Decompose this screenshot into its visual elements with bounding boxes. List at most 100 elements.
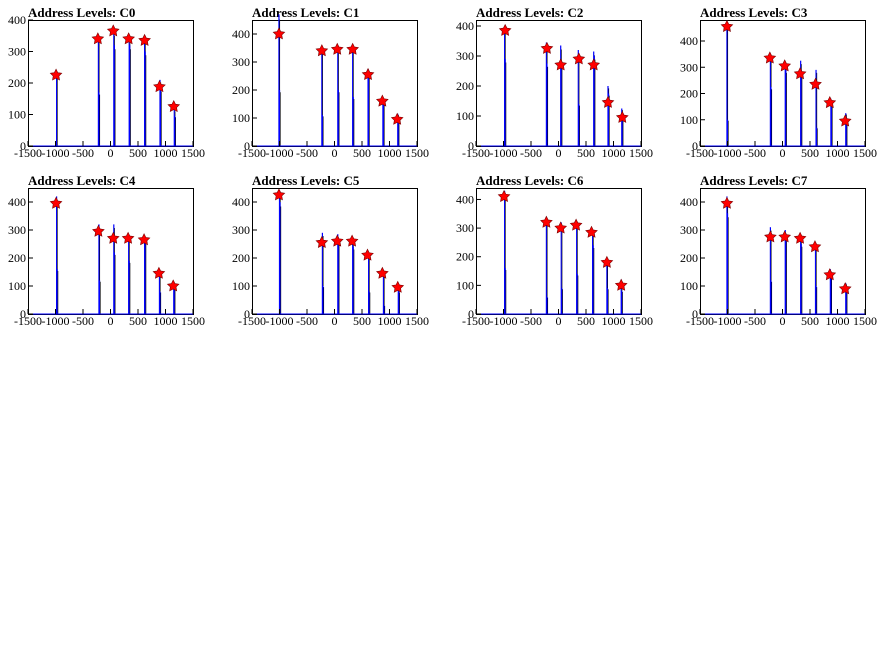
y-tick-label: 300 bbox=[456, 49, 474, 63]
x-tick-label: 500 bbox=[577, 146, 595, 160]
x-tick-label: -1000 bbox=[490, 146, 518, 160]
peak-marker bbox=[272, 27, 286, 40]
peak-marker bbox=[361, 67, 375, 80]
y-tick-label: 300 bbox=[680, 60, 698, 74]
x-tick-label: 0 bbox=[780, 146, 786, 160]
peak-marker bbox=[838, 282, 852, 295]
x-tick-label: 1000 bbox=[154, 314, 178, 328]
chart-panel-5: Address Levels: C5-1500 -1000 -500 0 500 1000… bbox=[232, 173, 429, 328]
y-tick-label: 100 bbox=[680, 279, 698, 293]
peak-marker bbox=[375, 266, 389, 279]
y-tick-label: 0 bbox=[244, 307, 250, 321]
y-tick-label: 200 bbox=[680, 87, 698, 101]
x-tick-label: 0 bbox=[108, 146, 114, 160]
peak-marker bbox=[272, 188, 286, 201]
x-tick-label: -1000 bbox=[42, 314, 70, 328]
x-tick-label: -1000 bbox=[266, 314, 294, 328]
x-tick-label: -1500 bbox=[686, 146, 714, 160]
x-tick-label: -1000 bbox=[714, 146, 742, 160]
peak-marker bbox=[554, 58, 568, 71]
y-tick-label: 200 bbox=[8, 251, 26, 265]
peak-marker bbox=[106, 231, 120, 244]
peak-marker bbox=[614, 278, 628, 291]
x-tick-label: -500 bbox=[72, 314, 94, 328]
chart-panel-1: Address Levels: C1-1500 -1000 -500 0 500 1000… bbox=[232, 5, 429, 160]
chart-panel-4: Address Levels: C4 -1500 -1000 -500 0 500 1000… bbox=[8, 173, 205, 328]
x-tick-label: -1000 bbox=[490, 314, 518, 328]
chart-title: Address Levels: C4 bbox=[28, 173, 136, 188]
peak-marker bbox=[122, 32, 136, 45]
peak-marker bbox=[778, 230, 792, 243]
peak-marker bbox=[330, 234, 344, 247]
chart-panel-2: Address Levels: C2-1500 -1000 -500 0 500 1000… bbox=[456, 5, 653, 160]
x-tick-label: 0 bbox=[332, 146, 338, 160]
chart-title: Address Levels: C2 bbox=[476, 5, 583, 20]
peak-marker bbox=[808, 240, 822, 253]
peak-marker bbox=[587, 58, 601, 71]
x-tick-label: 1500 bbox=[853, 314, 877, 328]
peak-marker bbox=[823, 268, 837, 281]
y-tick-label: 100 bbox=[8, 279, 26, 293]
x-tick-label: -500 bbox=[520, 314, 542, 328]
peak-marker bbox=[152, 266, 166, 279]
y-tick-label: 400 bbox=[680, 34, 698, 48]
y-tick-label: 0 bbox=[692, 307, 698, 321]
peak-marker bbox=[497, 189, 511, 202]
y-tick-label: 0 bbox=[468, 139, 474, 153]
x-tick-label: 500 bbox=[129, 314, 147, 328]
peak-marker bbox=[540, 41, 554, 54]
x-tick-label: 1000 bbox=[826, 314, 850, 328]
peak-marker bbox=[49, 68, 63, 81]
y-tick-label: 0 bbox=[20, 307, 26, 321]
x-tick-label: 500 bbox=[129, 146, 147, 160]
x-tick-label: 0 bbox=[556, 314, 562, 328]
peak-marker bbox=[153, 80, 166, 93]
peak-marker bbox=[391, 280, 405, 293]
peak-marker bbox=[498, 23, 512, 36]
peak-marker bbox=[554, 221, 568, 234]
chart-panel-7: Address Levels: C7-1500 -1000 -500 0 500 1000… bbox=[680, 173, 877, 328]
y-tick-label: 300 bbox=[8, 223, 26, 237]
y-tick-label: 200 bbox=[456, 250, 474, 264]
peak-marker bbox=[763, 51, 777, 64]
peak-marker bbox=[390, 112, 404, 125]
x-tick-label: -1000 bbox=[714, 314, 742, 328]
x-tick-label: 1000 bbox=[826, 146, 850, 160]
x-tick-label: 1500 bbox=[629, 314, 653, 328]
x-tick-label: -1500 bbox=[14, 314, 42, 328]
x-tick-label: -1000 bbox=[42, 146, 70, 160]
y-tick-label: 200 bbox=[8, 76, 26, 90]
peak-marker bbox=[540, 215, 553, 228]
y-tick-label: 200 bbox=[680, 251, 698, 265]
peak-marker bbox=[838, 114, 852, 127]
chart-title: Address Levels: C6 bbox=[476, 173, 584, 188]
x-tick-label: -1500 bbox=[238, 146, 266, 160]
peak-marker bbox=[778, 59, 792, 72]
x-tick-label: -500 bbox=[296, 314, 318, 328]
x-tick-label: 1000 bbox=[602, 146, 626, 160]
y-tick-label: 300 bbox=[680, 223, 698, 237]
x-tick-label: 1500 bbox=[629, 146, 653, 160]
y-tick-label: 400 bbox=[680, 195, 698, 209]
x-tick-label: -1500 bbox=[462, 146, 490, 160]
peak-marker bbox=[793, 67, 807, 80]
x-tick-label: 1000 bbox=[602, 314, 626, 328]
peak-marker bbox=[91, 32, 105, 45]
chart-title: Address Levels: C1 bbox=[252, 5, 359, 20]
y-tick-label: 400 bbox=[232, 195, 250, 209]
peak-marker bbox=[809, 77, 822, 90]
x-tick-label: -500 bbox=[744, 314, 766, 328]
y-tick-label: 300 bbox=[8, 45, 26, 59]
x-tick-label: 1500 bbox=[853, 146, 877, 160]
peak-marker bbox=[615, 110, 629, 123]
x-tick-label: 500 bbox=[801, 314, 819, 328]
x-tick-label: -1500 bbox=[238, 314, 266, 328]
y-tick-label: 400 bbox=[8, 195, 26, 209]
peak-marker bbox=[600, 255, 614, 268]
plot-frame bbox=[252, 188, 418, 315]
x-tick-label: 1500 bbox=[405, 314, 429, 328]
peak-marker bbox=[585, 225, 598, 238]
chart-title: Address Levels: C5 bbox=[252, 173, 360, 188]
y-tick-label: 400 bbox=[456, 192, 474, 206]
